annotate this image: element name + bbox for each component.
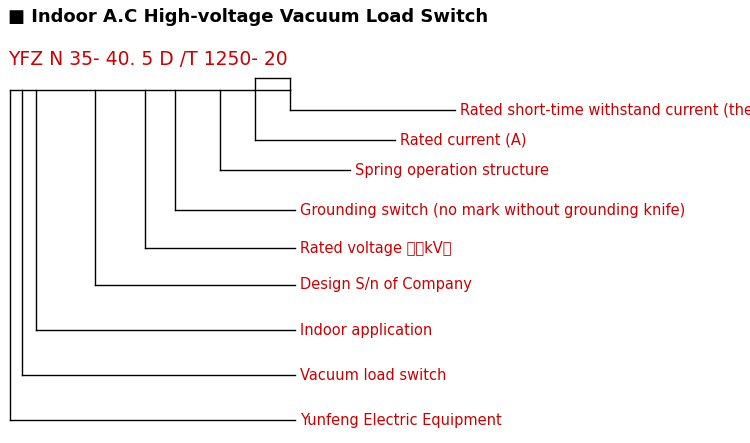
Text: Rated current (A): Rated current (A) — [400, 132, 526, 148]
Text: Yunfeng Electric Equipment: Yunfeng Electric Equipment — [300, 412, 502, 427]
Text: ■ Indoor A.C High-voltage Vacuum Load Switch: ■ Indoor A.C High-voltage Vacuum Load Sw… — [8, 8, 488, 26]
Text: Vacuum load switch: Vacuum load switch — [300, 368, 446, 382]
Text: Grounding switch (no mark without grounding knife): Grounding switch (no mark without ground… — [300, 202, 686, 218]
Text: Rated short-time withstand current (thermal stable current)　（kA）: Rated short-time withstand current (ther… — [460, 102, 750, 117]
Text: Rated voltage 　（kV）: Rated voltage （kV） — [300, 241, 452, 256]
Text: Design S/n of Company: Design S/n of Company — [300, 277, 472, 292]
Text: YFZ N 35- 40. 5 D /T 1250- 20: YFZ N 35- 40. 5 D /T 1250- 20 — [8, 50, 288, 69]
Text: Indoor application: Indoor application — [300, 323, 432, 338]
Text: Spring operation structure: Spring operation structure — [355, 163, 549, 178]
